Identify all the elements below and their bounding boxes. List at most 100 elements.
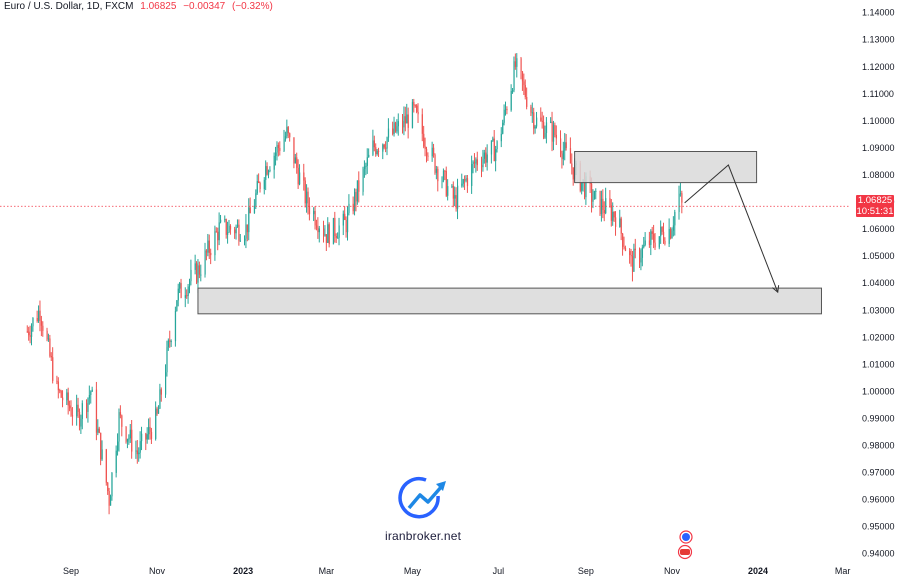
candle-body <box>512 90 514 92</box>
candle-body <box>50 355 52 358</box>
candle-body <box>414 105 416 107</box>
candle-body <box>386 137 388 149</box>
candle-body <box>207 240 209 253</box>
candle-body <box>471 164 473 186</box>
candle-body <box>313 210 315 215</box>
candle-body <box>595 190 597 192</box>
candle-body <box>224 219 226 221</box>
candle-body <box>49 338 51 356</box>
candle-body <box>496 141 498 150</box>
candle-body <box>71 415 74 417</box>
candle-body <box>121 415 123 427</box>
candle-body <box>571 163 573 168</box>
candle-body <box>177 288 179 301</box>
candle-body <box>437 168 439 182</box>
candle-body <box>483 152 486 159</box>
candle-body <box>80 418 82 427</box>
candle-body <box>126 438 129 442</box>
symbol-label: Euro / U.S. Dollar, 1D, FXCM <box>4 1 134 12</box>
candle-body <box>297 167 299 185</box>
candle-body <box>599 190 601 215</box>
y-tick-label: 1.11000 <box>862 89 894 99</box>
candle-body <box>540 117 542 121</box>
candle-body <box>423 133 425 147</box>
candle-body <box>561 153 563 160</box>
candle-body <box>366 157 368 166</box>
candle-body <box>205 250 208 253</box>
candle-body <box>148 426 150 435</box>
candle-body <box>59 390 61 392</box>
candle-body <box>493 138 495 162</box>
candle-body <box>325 234 328 243</box>
candle-body <box>619 218 621 227</box>
candle-body <box>98 428 100 433</box>
candle-body <box>424 146 426 150</box>
y-tick-label: 0.94000 <box>862 549 895 559</box>
candle-body <box>146 434 148 440</box>
candle-body <box>189 281 191 287</box>
candle-body <box>145 433 147 440</box>
candle-body <box>294 157 297 164</box>
candle-body <box>323 228 325 236</box>
candle-body <box>427 155 429 157</box>
candle-body <box>218 222 220 241</box>
candle-body <box>613 211 615 218</box>
candle-body <box>486 154 488 163</box>
y-tick-label: 0.99000 <box>862 413 895 423</box>
candle-body <box>534 126 536 129</box>
candle-body <box>654 242 656 248</box>
candle-body <box>131 429 133 452</box>
candle-body <box>91 389 93 392</box>
last-price-label: 1.06825 <box>140 1 177 12</box>
y-tick-label: 1.04000 <box>862 278 895 288</box>
candle-body <box>97 428 99 433</box>
candle-body <box>78 411 81 427</box>
candle-body <box>403 116 405 128</box>
candle-body <box>358 180 360 192</box>
candle-body <box>26 331 28 333</box>
candle-body <box>362 169 364 192</box>
candle-body <box>327 224 329 243</box>
x-tick-label: Mar <box>835 566 851 576</box>
y-tick-label: 0.95000 <box>862 522 895 532</box>
candle-body <box>60 390 62 398</box>
candle-body <box>81 403 83 419</box>
candle-body <box>520 58 522 72</box>
candle-body <box>671 230 673 239</box>
candle-body <box>615 217 617 227</box>
candle-body <box>392 128 394 134</box>
x-tick-label: May <box>404 566 422 576</box>
candle-body <box>150 431 153 439</box>
candle-body <box>476 159 478 166</box>
candle-body <box>236 224 239 227</box>
candle-body <box>342 213 344 226</box>
candle-body <box>32 317 34 327</box>
candle-body <box>462 179 464 184</box>
candle-body <box>397 121 399 127</box>
candle-body <box>490 140 493 155</box>
candle-body <box>62 397 64 401</box>
candle-body <box>210 252 212 256</box>
candle-body <box>623 246 625 248</box>
candle-body <box>585 176 587 198</box>
candle-body <box>47 338 50 340</box>
candle-body <box>176 300 178 311</box>
candle-body <box>70 408 72 416</box>
candle-body <box>217 231 219 241</box>
candle-body <box>332 218 335 245</box>
candle-body <box>481 165 483 168</box>
y-tick-label: 1.12000 <box>862 62 895 72</box>
candle-body <box>502 122 504 134</box>
candle-body <box>593 191 596 200</box>
candle-body <box>269 169 271 172</box>
candle-body <box>194 263 196 270</box>
y-tick-label: 1.09000 <box>862 143 895 153</box>
symbol-header[interactable]: Euro / U.S. Dollar, 1D, FXCM 1.06825 −0.… <box>4 1 273 12</box>
candle-body <box>457 185 459 209</box>
candle-body <box>105 449 107 483</box>
x-tick-label: Nov <box>664 566 681 576</box>
candle-body <box>159 389 161 409</box>
candle-body <box>28 331 30 336</box>
